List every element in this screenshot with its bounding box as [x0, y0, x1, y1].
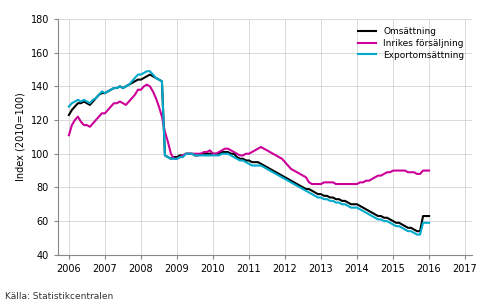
Inrikes försäljning [315, 182, 321, 186]
Exportomsättning [294, 184, 300, 188]
Inrikes försäljning [309, 182, 315, 186]
Inrikes försäljning [294, 171, 300, 174]
Inrikes försäljning [144, 83, 150, 87]
Exportomsättning [426, 221, 432, 225]
Omsättning [312, 191, 318, 194]
Legend: Omsättning, Inrikes försäljning, Exportomsättning: Omsättning, Inrikes försäljning, Exporto… [354, 23, 468, 63]
Omsättning [294, 182, 300, 186]
Text: Källa: Statistikcentralen: Källa: Statistikcentralen [5, 292, 113, 301]
Omsättning [147, 73, 153, 76]
Exportomsättning [66, 105, 72, 109]
Line: Omsättning: Omsättning [69, 74, 429, 231]
Exportomsättning [312, 194, 318, 198]
Y-axis label: Index (2010=100): Index (2010=100) [15, 92, 25, 181]
Omsättning [66, 113, 72, 117]
Omsättning [102, 91, 108, 95]
Omsättning [405, 226, 411, 230]
Omsättning [426, 214, 432, 218]
Exportomsättning [222, 152, 228, 156]
Line: Inrikes försäljning: Inrikes försäljning [69, 85, 429, 184]
Omsättning [222, 150, 228, 154]
Exportomsättning [414, 233, 420, 237]
Inrikes försäljning [408, 171, 414, 174]
Exportomsättning [102, 91, 108, 95]
Inrikes försäljning [66, 133, 72, 137]
Omsättning [153, 76, 159, 80]
Inrikes försäljning [102, 112, 108, 115]
Exportomsättning [405, 230, 411, 233]
Exportomsättning [153, 76, 159, 80]
Inrikes försäljning [426, 169, 432, 172]
Inrikes försäljning [222, 147, 228, 150]
Omsättning [414, 230, 420, 233]
Line: Exportomsättning: Exportomsättning [69, 71, 429, 235]
Exportomsättning [144, 69, 150, 73]
Inrikes försäljning [153, 96, 159, 100]
